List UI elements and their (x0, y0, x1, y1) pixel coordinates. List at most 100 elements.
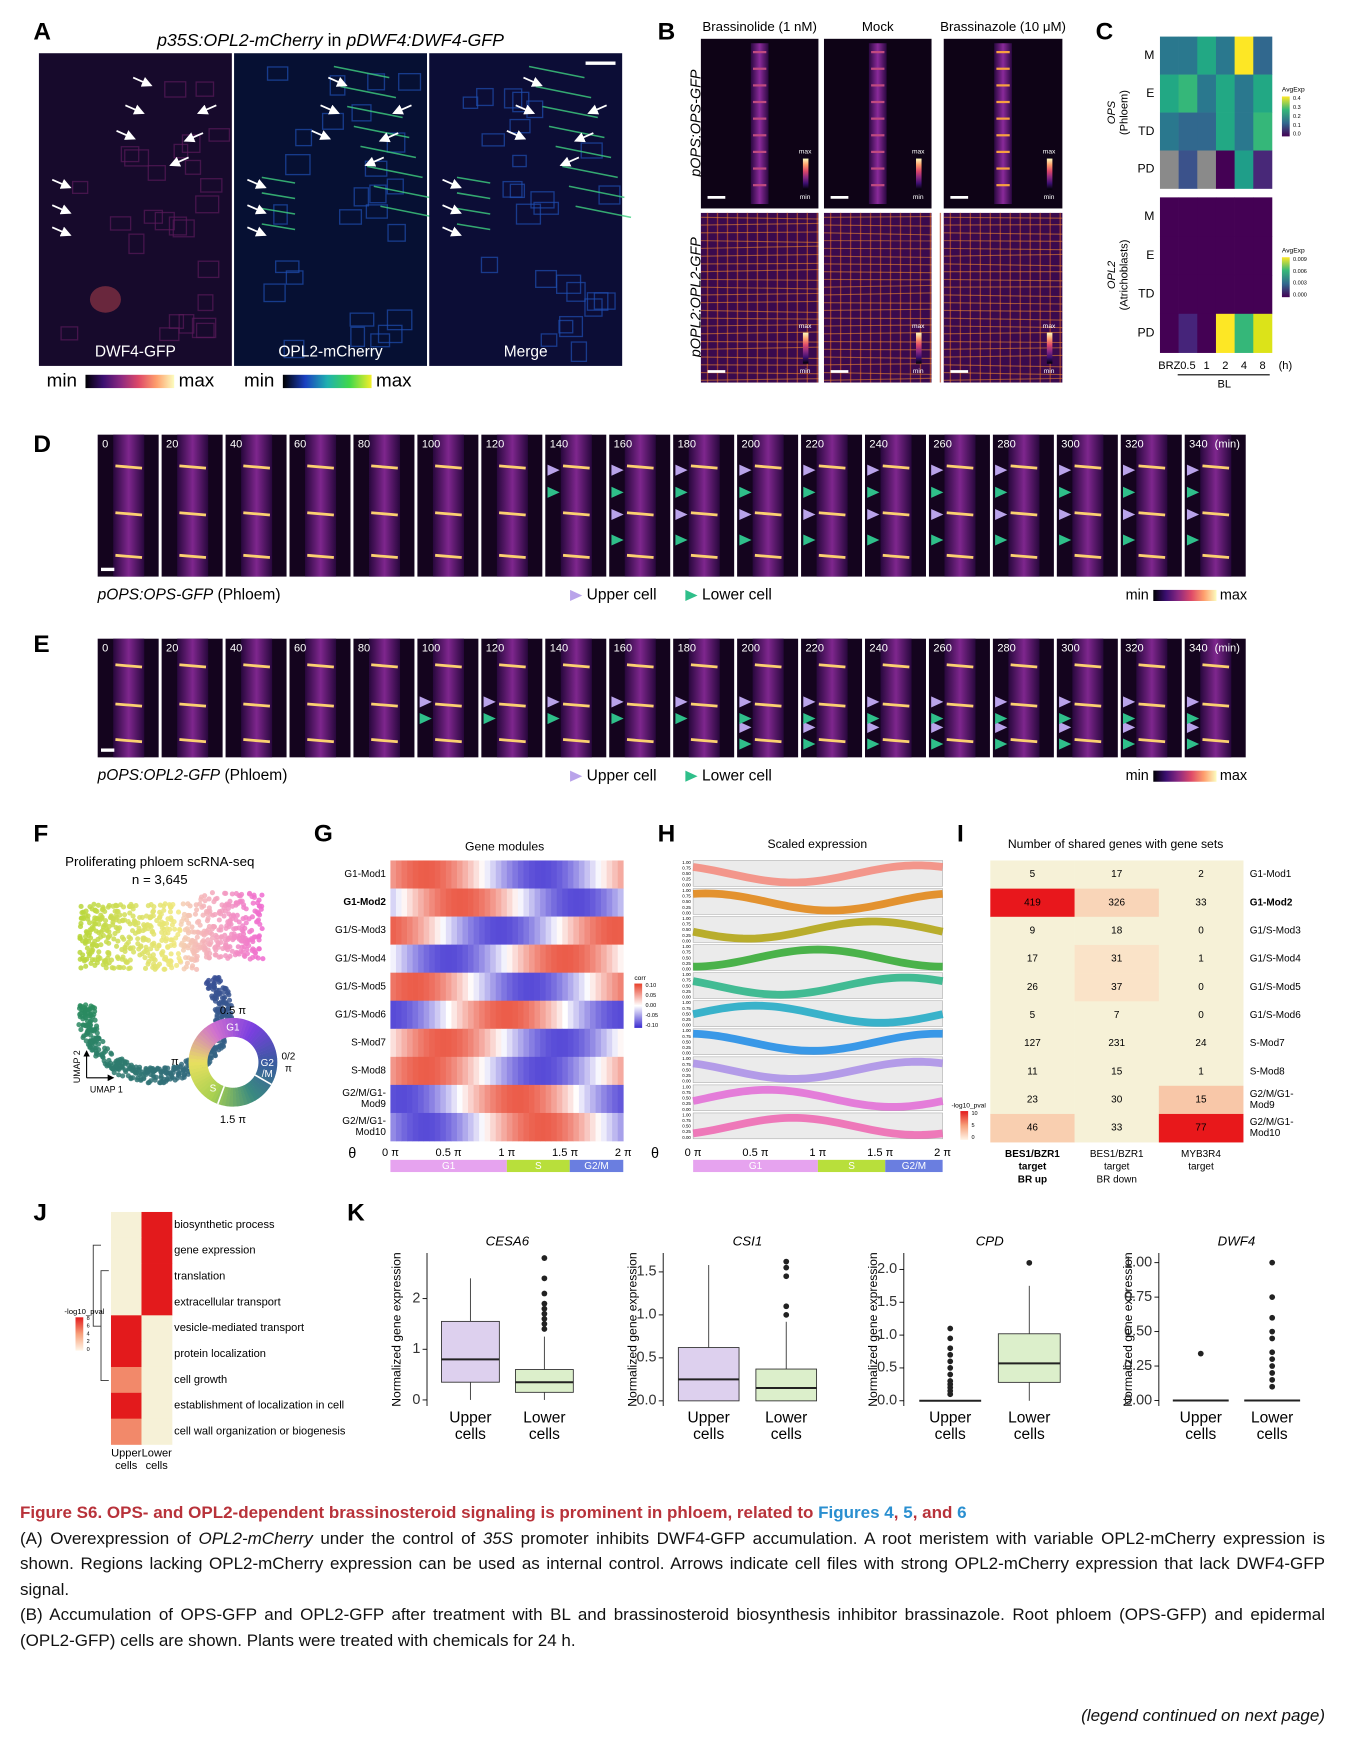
time-label: 20 (166, 643, 178, 655)
cell-file (562, 165, 618, 179)
heat-cell (484, 972, 491, 1002)
heat-cell (390, 944, 397, 974)
cell-point (175, 951, 181, 957)
panel-title: Proliferating phloem scRNA-seq (65, 854, 254, 869)
membrane (1074, 511, 1102, 517)
heat-cell (484, 1084, 491, 1114)
cell-point (79, 910, 85, 916)
heat-cell (1178, 150, 1198, 189)
heat-cell (395, 972, 402, 1002)
expression-band (692, 889, 943, 915)
y-tick-label: 0.25 (682, 961, 691, 966)
heat-cell (401, 1084, 408, 1114)
heat-cell (584, 916, 591, 945)
cell-point (80, 952, 86, 958)
cell-wall (700, 378, 819, 381)
membrane (371, 511, 398, 517)
panel-title: Gene modules (465, 839, 544, 853)
y-tick-label: 0.25 (682, 1101, 691, 1106)
theta-label: θ (651, 1146, 659, 1162)
membrane (690, 663, 718, 669)
cell-point (218, 1006, 224, 1012)
heat-cell (479, 972, 486, 1002)
heat-cell (1197, 112, 1217, 151)
heat-cell (617, 916, 624, 945)
cell-point (80, 1034, 86, 1041)
cell-point (98, 912, 104, 918)
color-scale (282, 374, 372, 389)
cell-outline (168, 216, 188, 236)
cell-point (114, 943, 120, 949)
heat-cell (484, 1028, 491, 1058)
caption-paragraph: (B) Accumulation of OPS-GFP and OPL2-GFP… (20, 1602, 1325, 1653)
cell-outline (120, 146, 140, 163)
heat-cell (590, 1112, 596, 1142)
heat-cell (573, 972, 580, 1002)
membrane (243, 702, 271, 708)
scale-min: min (1126, 768, 1149, 784)
cell-file (305, 638, 337, 758)
heat-cell (573, 888, 580, 917)
cell-wall (823, 284, 932, 288)
panel-label: G (314, 820, 333, 847)
heat-cell (540, 860, 546, 889)
row-label: G1/S-Mod6 (335, 1009, 386, 1020)
heat-cell (578, 1028, 585, 1058)
heat-cell (573, 1056, 580, 1086)
row-label: Mod9 (1250, 1100, 1275, 1111)
cell-point (117, 912, 123, 918)
heat-cell (468, 1028, 474, 1058)
cell-outline (71, 180, 89, 195)
wheel-wedge (241, 1085, 253, 1104)
table-value: 37 (1111, 982, 1123, 993)
heat-cell (1234, 313, 1254, 353)
panel-caption-part: (Phloem) (213, 587, 280, 604)
cell-point (87, 1011, 93, 1017)
heat-cell (451, 1084, 458, 1114)
heat-cell (1234, 197, 1254, 237)
cell-point (112, 908, 118, 914)
x-tick-label: 0.5 π (436, 1147, 462, 1159)
lower-arrow (1186, 712, 1200, 725)
membrane (1010, 702, 1038, 708)
heat-cell (423, 888, 430, 917)
membrane (307, 464, 334, 470)
heat-cell (407, 888, 413, 917)
membrane (179, 663, 207, 669)
legend-upper-label: Upper cell (587, 587, 657, 604)
time-label: 180 (678, 439, 696, 451)
cell-outline (285, 154, 311, 176)
heat-cell (445, 1084, 452, 1114)
heat-cell (584, 1000, 591, 1030)
time-label: 40 (230, 643, 242, 655)
row-label: G1/S-Mod5 (335, 981, 386, 992)
heat-cell (601, 1112, 607, 1142)
table-cell (990, 973, 1075, 1002)
legend-tick: 0 (971, 1135, 974, 1141)
heat-cell (440, 888, 447, 917)
wheel-wedge (204, 1025, 219, 1043)
heat-cell (556, 1000, 563, 1030)
group-name: OPL2 (1106, 261, 1118, 289)
cell-wall (943, 247, 1063, 251)
cell-point (209, 931, 215, 937)
cell-point (167, 1076, 173, 1082)
upper-arrow (995, 696, 1008, 708)
heat-cell (412, 1000, 419, 1030)
x-tick-label: 2 π (615, 1147, 632, 1159)
membrane (562, 511, 590, 517)
cell-point (153, 1074, 159, 1080)
lower-arrow (419, 712, 432, 725)
cell-point (95, 1041, 102, 1047)
upper-arrow (675, 464, 688, 476)
heat-cell (1178, 313, 1198, 353)
panel-a-title-part: p35S:OPL2-mCherry (156, 30, 324, 50)
table-cell (1158, 888, 1244, 918)
row-label: G1/S-Mod4 (1250, 954, 1301, 965)
cell-point (78, 1027, 84, 1033)
cell-file (688, 434, 720, 577)
upper-arrow (995, 508, 1008, 521)
lower-arrow (547, 712, 560, 725)
heat-cell (456, 972, 463, 1002)
membrane (1202, 553, 1230, 559)
